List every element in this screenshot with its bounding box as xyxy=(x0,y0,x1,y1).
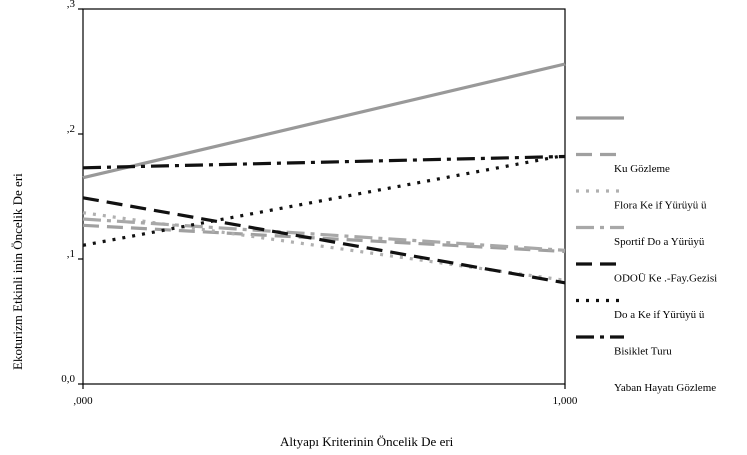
legend-label-4: ODOÜ Ke .-Fay.Gezisi xyxy=(614,273,717,285)
series-line-4 xyxy=(82,217,566,252)
y-tick-label-0: 0,0 xyxy=(61,373,75,385)
legend-label-7: Yaban Hayatı Gözleme xyxy=(614,382,716,394)
series-line-7 xyxy=(82,154,566,170)
legend-label-5: Do a Ke if Yürüyü ü xyxy=(614,309,705,321)
y-tick-label-2: ,2 xyxy=(67,123,75,135)
y-tick-label-3: ,3 xyxy=(67,0,76,10)
x-axis-title: Altyapı Kriterinin Öncelik De eri xyxy=(280,434,454,449)
series-line-5 xyxy=(82,196,566,285)
plot-area xyxy=(82,8,566,385)
legend-label-3: Sportif Do a Yürüyü xyxy=(614,236,705,248)
series-line-6 xyxy=(82,153,566,247)
x-tick-label-1: 1,000 xyxy=(553,395,578,407)
legend-label-6: Bisiklet Turu xyxy=(614,346,672,358)
x-tick-label-0: ,000 xyxy=(73,395,93,407)
legend-label-1: Ku Gözleme xyxy=(614,163,670,175)
ticks-layer: 0,0 ,1 ,2 ,3 ,000 1,000 xyxy=(61,0,578,407)
legend-label-2: Flora Ke if Yürüyü ü xyxy=(614,200,707,212)
y-tick-label-1: ,1 xyxy=(67,248,75,260)
series-line-1 xyxy=(82,62,566,180)
legend: Ku Gözleme Flora Ke if Yürüyü ü Sportif Do… xyxy=(576,116,717,394)
series-layer xyxy=(82,62,566,285)
y-axis-title: Ekoturizm Etkinli inin Öncelik De eri xyxy=(10,173,25,370)
